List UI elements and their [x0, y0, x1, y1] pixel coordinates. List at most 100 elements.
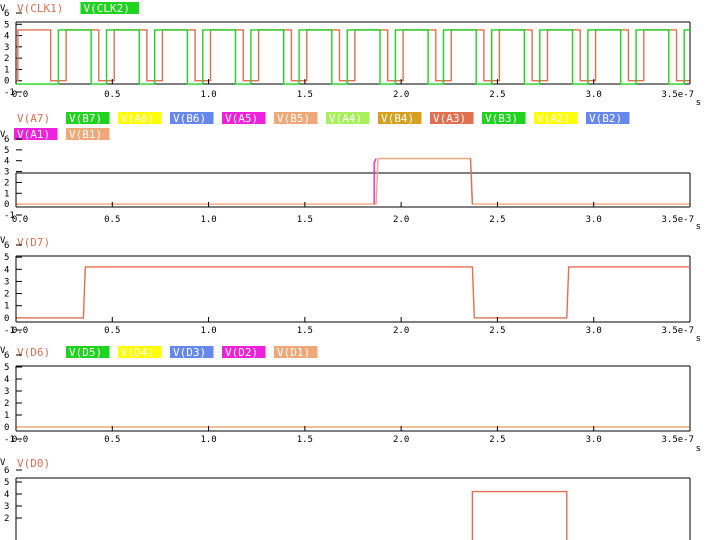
y-tick-label: 0 [4, 77, 9, 87]
y-tick-label: 4 [4, 157, 9, 167]
legend-label: V(D5) [69, 346, 102, 359]
y-tick-label: 5 [4, 20, 9, 30]
panel-4: V(D6) V(D5) V(D4) V(D3) V(D2) V(D1) V -1 0 1 2 3 4 5 6… [0, 346, 701, 454]
y-tick-label: 4 [4, 375, 9, 385]
legend-label: V(B5) [277, 112, 310, 125]
panel-3: V(D7) V -1 0 1 2 3 4 5 6 0.0 0.5 1.0 1.5 2.0 2.5 3.0 3.5e… [0, 236, 701, 344]
x-tick-label: 3.5e-7 [661, 326, 694, 336]
x-tick-label: 2.5 [489, 90, 505, 100]
y-axis-label: V [0, 236, 6, 246]
legend-swatch [586, 112, 630, 124]
x-tick-label: 1.0 [200, 215, 216, 225]
legend-label: V(B3) [485, 112, 518, 125]
x-tick-label: 0.5 [104, 215, 120, 225]
x-tick-label: 0.0 [12, 435, 28, 445]
legend-swatch [66, 112, 110, 124]
x-tick-label: 3.0 [586, 90, 602, 100]
legend-swatch [326, 112, 370, 124]
legend-label: V(D6) [17, 346, 50, 359]
legend-label: V(B2) [589, 112, 622, 125]
x-tick-label: 0.0 [12, 90, 28, 100]
y-tick-label: 0 [4, 200, 9, 210]
legend-swatch [222, 346, 266, 358]
legend-swatch [66, 128, 110, 140]
x-axis-unit: s [696, 222, 701, 232]
legend-label: V(A1) [17, 128, 50, 141]
legend-label: V(CLK1) [17, 2, 63, 15]
legend-label: V(A3) [433, 112, 466, 125]
y-tick-label: 2 [4, 54, 9, 64]
x-tick-label: 2.0 [393, 326, 409, 336]
x-axis-unit: s [696, 98, 701, 108]
x-tick-label: 2.0 [393, 435, 409, 445]
y-tick-label: 6 [4, 9, 9, 19]
series-line [16, 266, 690, 319]
y-tick-label: 6 [4, 466, 9, 476]
y-tick-label: 2 [4, 290, 9, 300]
y-tick-label: 1 [4, 302, 9, 312]
x-tick-label: 3.5e-7 [661, 215, 694, 225]
x-axis-unit: s [696, 444, 701, 454]
x-tick-label: 3.0 [586, 326, 602, 336]
legend-label: V(D1) [277, 346, 310, 359]
panel-2: V(A7) V(B7) V(A6) V(B6) V(A5) V(B5) V(A4) V(B4)… [0, 112, 701, 232]
y-tick-label: -1 [4, 435, 15, 445]
x-tick-label: 3.5e-7 [661, 90, 694, 100]
y-tick-label: 4 [4, 32, 9, 42]
legend-label: V(D2) [225, 346, 258, 359]
series-line [469, 158, 474, 205]
legend-label: V(A5) [225, 112, 258, 125]
legend-label: V(A4) [329, 112, 362, 125]
y-tick-label: 4 [4, 490, 9, 500]
x-tick-label: 0.5 [104, 90, 120, 100]
x-tick-label: 2.5 [489, 435, 505, 445]
legend-swatch [430, 112, 474, 124]
legend-label: V(B1) [69, 128, 102, 141]
y-tick-label: 2 [4, 514, 9, 524]
legend-label: V(B6) [173, 112, 206, 125]
legend-swatch [118, 346, 162, 358]
y-tick-label: 5 [4, 146, 9, 156]
x-tick-label: 1.0 [200, 90, 216, 100]
legend-label: V(D3) [173, 346, 206, 359]
y-tick-label: 0 [4, 314, 9, 324]
legend-label: V(D4) [121, 346, 154, 359]
legend-swatch [170, 112, 214, 124]
series-line [16, 157, 690, 205]
legend-label: V(D0) [17, 457, 50, 470]
y-tick-label: 5 [4, 478, 9, 488]
x-tick-label: 3.5e-7 [661, 435, 694, 445]
y-tick-label: 6 [4, 351, 9, 361]
x-tick-label: 2.5 [489, 215, 505, 225]
y-tick-label: 3 [4, 387, 9, 397]
y-tick-label: 3 [4, 502, 9, 512]
y-tick-label: 5 [4, 253, 9, 263]
x-tick-label: 0.5 [104, 435, 120, 445]
y-tick-label: -1 [4, 326, 15, 336]
y-tick-label: -1 [4, 88, 15, 98]
legend-swatch [534, 112, 578, 124]
x-tick-label: 1.5 [297, 326, 313, 336]
legend-swatch [274, 346, 318, 358]
legend-label: V(B4) [381, 112, 414, 125]
x-tick-label: 2.0 [393, 215, 409, 225]
x-tick-label: 2.0 [393, 90, 409, 100]
legend-swatch [378, 112, 422, 124]
series-line [471, 490, 568, 540]
x-tick-label: 1.0 [200, 326, 216, 336]
x-tick-label: 1.5 [297, 90, 313, 100]
x-tick-label: 3.0 [586, 435, 602, 445]
legend-swatch [66, 346, 110, 358]
legend-swatch [14, 128, 58, 140]
y-tick-label: 3 [4, 277, 9, 287]
legend-swatch [482, 112, 526, 124]
y-axis-label: V [0, 346, 6, 356]
y-tick-label: 1 [4, 411, 9, 421]
series-line [16, 29, 690, 82]
y-tick-label: 3 [4, 168, 9, 178]
legend-swatch [170, 346, 214, 358]
legend-label: V(A6) [121, 112, 154, 125]
y-tick-label: 5 [4, 363, 9, 373]
